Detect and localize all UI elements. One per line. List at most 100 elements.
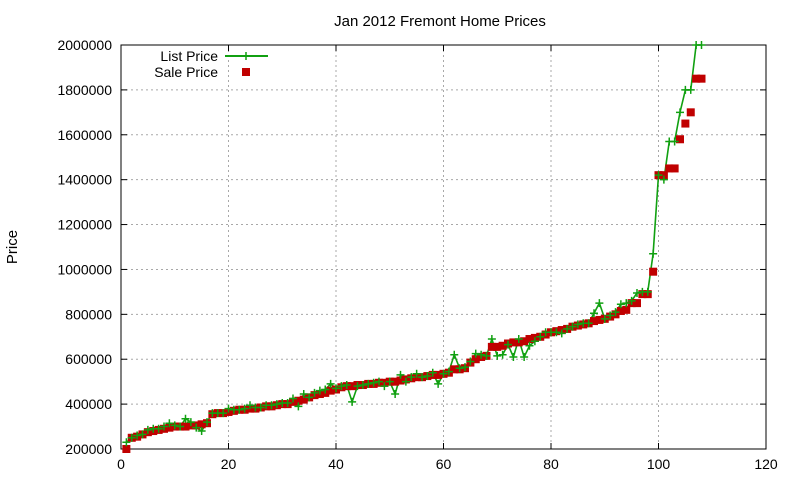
list-price-point [235,405,244,414]
list-price-point [423,372,432,381]
list-price-point [509,352,518,361]
list-price-point [396,370,405,379]
list-price-point [633,289,641,298]
legend-label-list-price: List Price [160,48,218,64]
sale-price-point [294,396,303,405]
list-price-point [525,341,534,350]
sale-price-point [165,423,174,432]
y-tick-label: 200000 [65,441,112,457]
list-price-point [391,390,400,399]
list-price-point [450,350,459,359]
list-price-point [686,85,695,94]
legend-label-sale-price: Sale Price [154,64,218,80]
y-axis-label: Price [4,230,21,264]
list-price-point [536,332,545,341]
x-tick-label: 40 [328,456,344,472]
sale-price-point [396,376,405,385]
list-price-point [584,319,593,328]
list-price-point [697,41,706,49]
list-price-point [477,350,486,359]
sale-price-point [348,382,357,391]
x-tick-label: 100 [647,456,671,472]
y-tick-label: 1400000 [57,172,112,188]
grid [121,45,766,449]
list-price-point [439,369,448,378]
sale-price-point [181,422,190,431]
list-price-point [358,381,367,390]
x-tick-label: 120 [754,456,778,472]
x-tick-label: 80 [543,456,559,472]
list-price-point [224,404,233,413]
list-price-point [375,377,383,386]
list-price-point [122,438,131,447]
list-price-point [643,287,652,296]
list-price-point [219,409,228,418]
y-tick-label: 2000000 [57,37,112,53]
list-price-point [482,351,491,360]
y-tick-label: 800000 [65,306,112,322]
list-price-point [256,403,265,412]
list-price-point [326,379,335,388]
y-tick-label: 1800000 [57,82,112,98]
list-price-point [466,357,475,366]
sale-price-point [697,74,706,83]
list-price-point [289,394,297,403]
y-tick-label: 1600000 [57,127,112,143]
legend-cross-list-price [242,52,250,60]
list-price-point [310,388,319,397]
list-price-point [428,368,437,377]
list-price-point [611,308,620,317]
list-price-point [401,377,410,386]
sale-price-point [681,119,690,128]
list-price-point [337,382,346,391]
list-price-point [568,322,577,331]
list-price-point [143,425,152,434]
list-price-point [563,324,572,333]
y-tick-label: 1000000 [57,261,112,277]
list-price-point [203,418,211,427]
list-price-point [407,373,416,382]
sale-price-point [665,164,674,173]
list-price-point [348,397,357,406]
y-tick-label: 400000 [65,396,112,412]
list-price-point [412,369,421,378]
sale-price-point [299,395,308,404]
list-price-point [165,419,174,428]
list-price-point [160,422,168,431]
sale-price-point [633,299,641,308]
list-price-point [455,364,464,373]
chart-title: Jan 2012 Fremont Home Prices [334,13,546,30]
sale-price-point [595,315,604,324]
x-tick-label: 20 [221,456,237,472]
sale-price-point [649,267,658,276]
list-price-point [170,421,179,430]
list-price-point [493,351,502,360]
list-price-point [487,335,496,344]
list-price-point [606,311,615,320]
legend: List Price Sale Price [154,48,268,80]
sale-price-point [520,337,529,346]
list-price-point [364,379,373,388]
x-tick-label: 60 [436,456,452,472]
list-price-point [369,378,378,387]
list-price-point [418,373,426,382]
list-price-point [385,377,394,386]
list-price-point [294,402,303,411]
list-price-point [434,379,443,388]
list-price-point [197,427,206,436]
y-tick-label: 1200000 [57,217,112,233]
list-price-point [530,337,539,346]
sale-price-point [493,342,502,351]
list-price-point [471,349,480,358]
list-price-point [192,423,201,432]
sale-price-point [450,365,459,374]
list-price-point [649,249,658,258]
list-price-line [125,44,702,443]
list-price-point [176,422,185,431]
sale-price-point [391,377,400,386]
list-price-point [444,367,453,376]
list-price-point [654,171,663,180]
sale-price-point [509,338,518,347]
list-price-point [342,381,351,390]
